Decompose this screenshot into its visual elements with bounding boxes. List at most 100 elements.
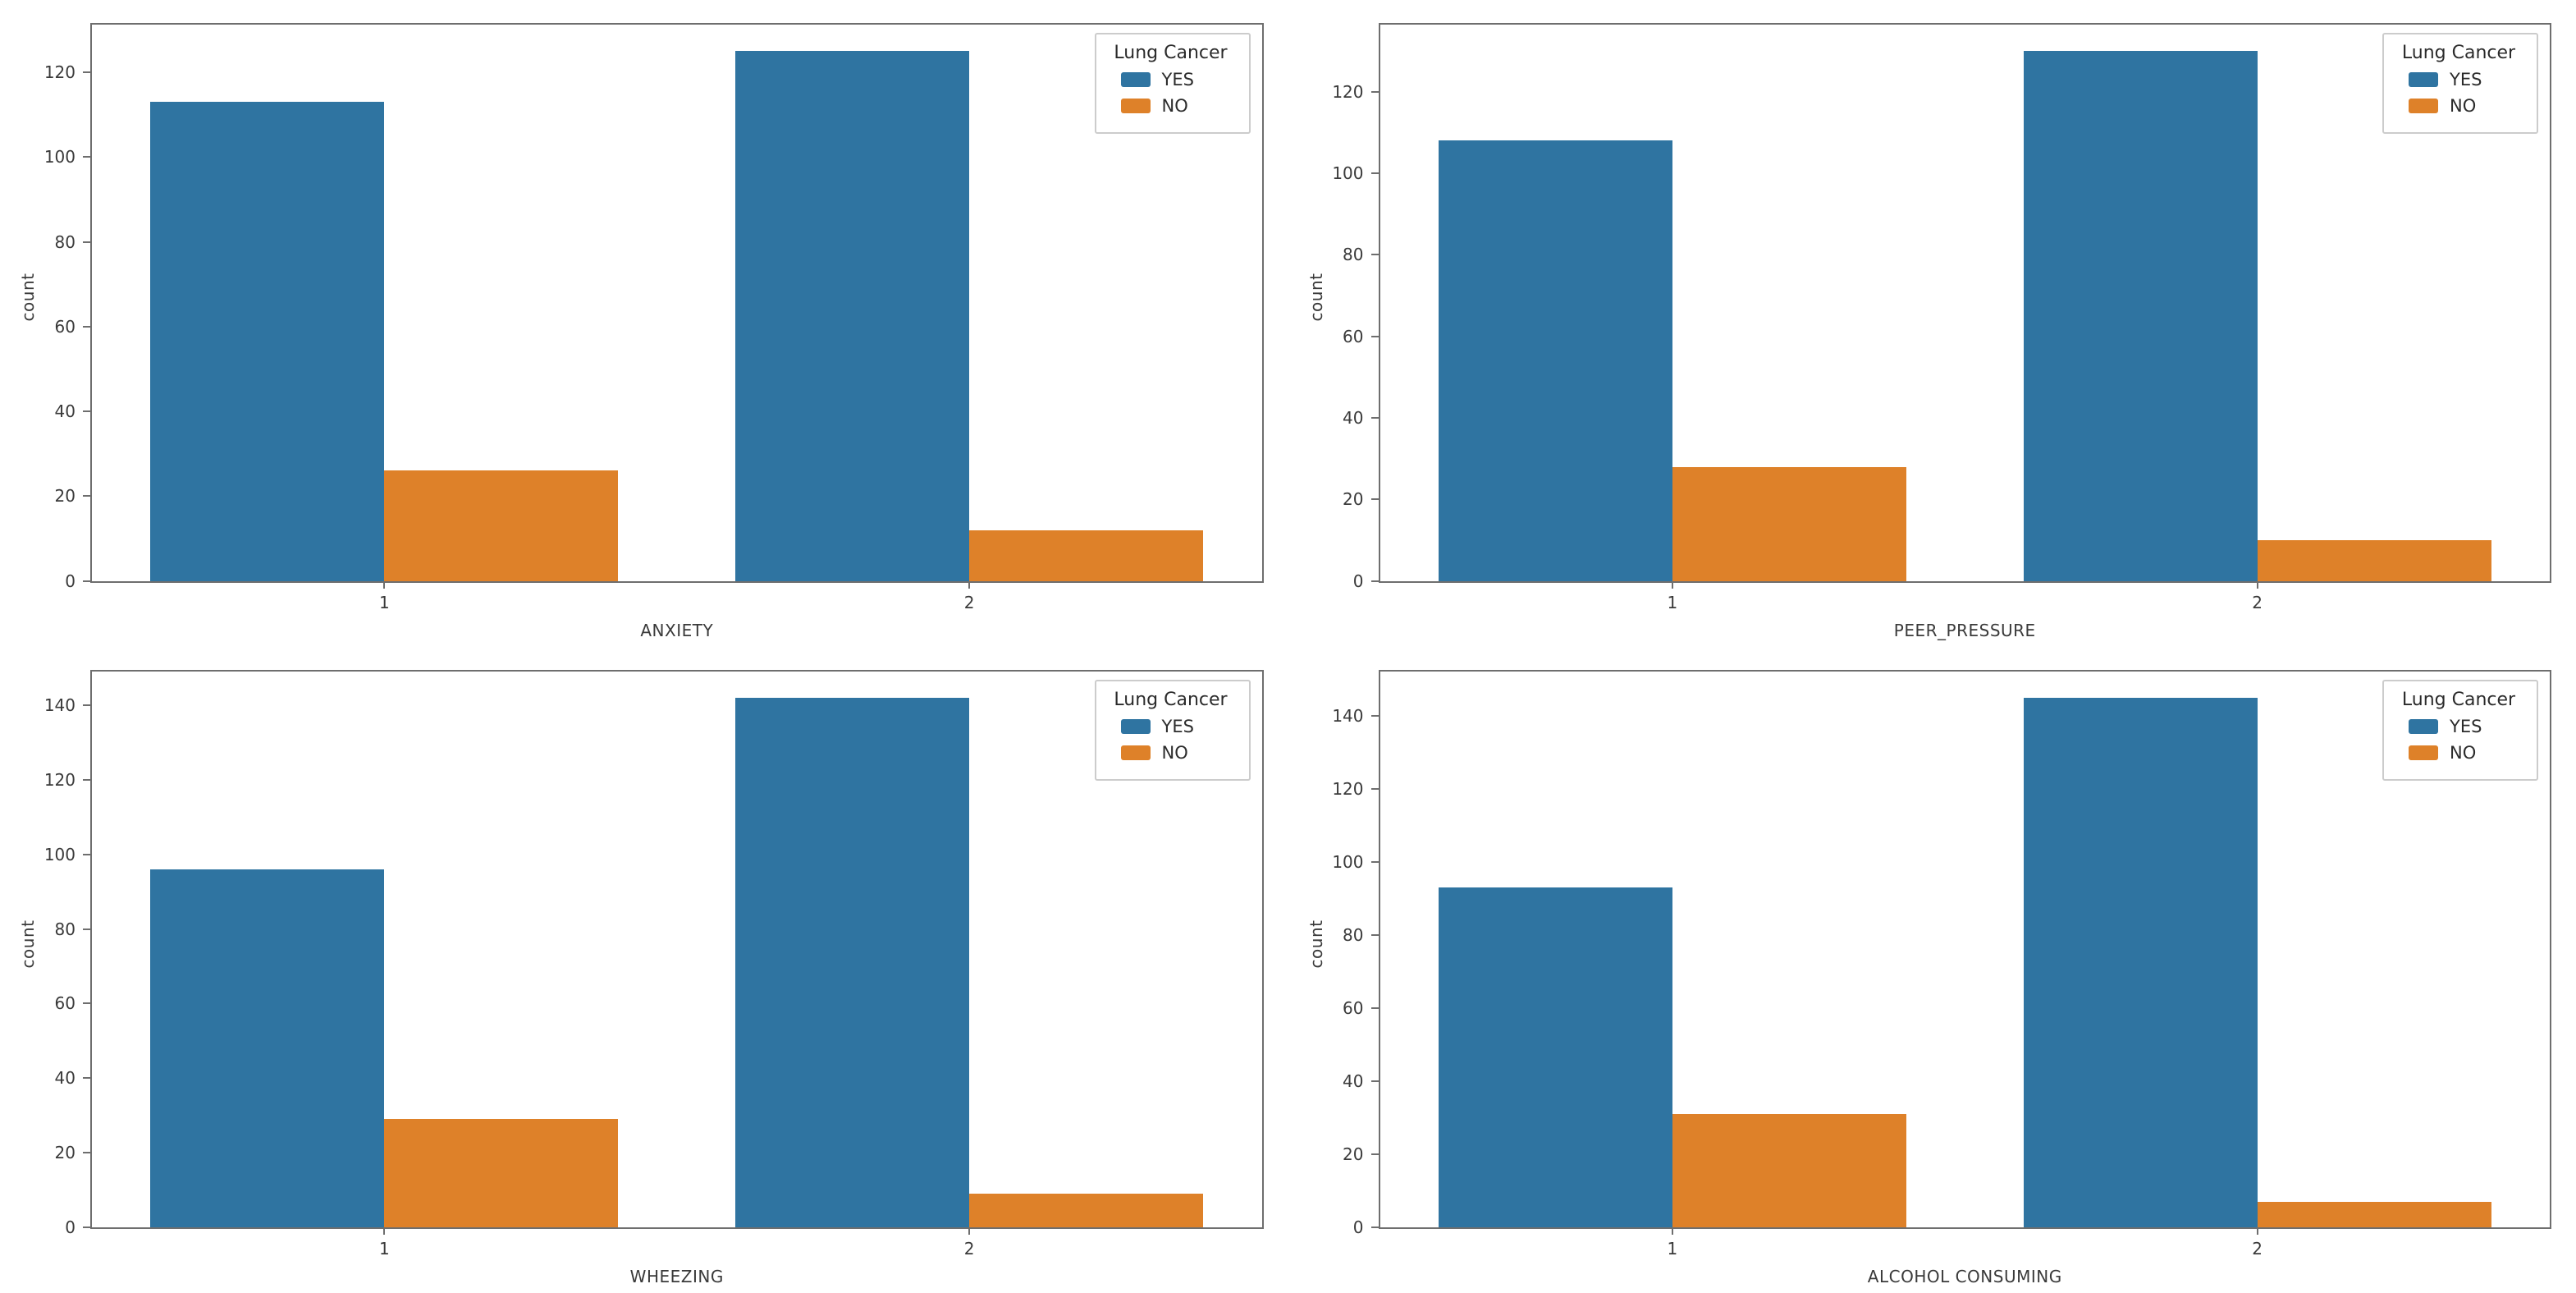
y-tick-mark xyxy=(1370,1080,1379,1083)
bar-no-x1 xyxy=(384,470,619,581)
x-tick-label: 1 xyxy=(379,1239,390,1259)
y-tick-mark xyxy=(1370,335,1379,337)
legend-title: Lung Cancer xyxy=(2401,43,2516,63)
y-axis-ticks: 0 20 40 60 80 100 120 xyxy=(1332,25,2551,590)
y-axis-ticks: 0 20 40 60 80 100 120 xyxy=(44,25,1262,590)
x-tick-mark xyxy=(2256,1227,2258,1235)
bar-no-x2 xyxy=(2257,1201,2491,1227)
y-axis-ticks: 0 20 40 60 80 100 120 140 xyxy=(1332,672,2551,1236)
y-axis-label: count xyxy=(1306,273,1326,322)
y-tick-mark xyxy=(83,580,90,582)
x-tick-label: 1 xyxy=(1667,1239,1678,1259)
bar-yes-x1 xyxy=(1438,140,1672,581)
y-tick-label: 60 xyxy=(54,993,75,1014)
y-tick-mark xyxy=(83,495,90,497)
legend-title: Lung Cancer xyxy=(2401,689,2516,710)
legend-entries: YES NO xyxy=(2397,70,2520,116)
y-tick-mark xyxy=(1370,90,1379,93)
legend-entry: YES xyxy=(2409,717,2520,736)
y-tick-label: 0 xyxy=(1352,571,1364,591)
y-tick-mark xyxy=(1370,1227,1379,1228)
y-tick-label: 100 xyxy=(1332,163,1364,184)
x-tick-mark xyxy=(1671,580,1673,589)
y-tick-label: 0 xyxy=(65,1217,75,1237)
bars-layer xyxy=(92,672,1262,1227)
y-tick-label: 60 xyxy=(1343,326,1364,346)
y-tick-label: 40 xyxy=(54,401,75,422)
legend-entry-label: NO xyxy=(1161,742,1188,763)
bar-no-x2 xyxy=(969,1194,1204,1227)
y-tick-label: 140 xyxy=(1332,706,1364,727)
y-tick-label: 20 xyxy=(1343,489,1364,510)
y-tick-mark xyxy=(1370,934,1379,937)
legend-swatch-icon xyxy=(1120,718,1151,734)
y-tick-label: 120 xyxy=(1332,81,1364,102)
y-tick-mark xyxy=(83,325,90,328)
y-tick-mark xyxy=(83,156,90,158)
legend-entry: NO xyxy=(2409,96,2520,116)
y-tick-label: 80 xyxy=(1343,925,1364,946)
y-tick-mark xyxy=(1370,172,1379,175)
y-tick-label: 100 xyxy=(1332,852,1364,873)
y-tick-mark xyxy=(1370,254,1379,256)
y-tick-mark xyxy=(83,1002,90,1005)
y-axis-label: count xyxy=(18,273,38,322)
y-tick-mark xyxy=(1370,1153,1379,1156)
y-axis-ticks: 0 20 40 60 80 100 120 140 xyxy=(44,672,1262,1236)
bar-yes-x2 xyxy=(735,51,970,581)
bar-yes-x1 xyxy=(150,869,385,1227)
bar-no-x2 xyxy=(969,530,1204,581)
y-tick-mark xyxy=(83,1152,90,1154)
bar-no-x1 xyxy=(1672,1114,1906,1227)
bars-layer xyxy=(92,25,1262,581)
bars-layer xyxy=(1380,672,2551,1227)
bars-layer xyxy=(1380,25,2551,581)
legend-entry-label: YES xyxy=(1161,716,1194,736)
x-tick-mark xyxy=(1671,1227,1673,1235)
x-tick-mark xyxy=(383,1227,386,1235)
y-tick-mark xyxy=(83,778,90,781)
x-axis-label: ANXIETY xyxy=(640,620,714,640)
x-tick-mark xyxy=(968,1227,971,1235)
legend-swatch-icon xyxy=(2409,72,2438,87)
y-tick-mark xyxy=(83,928,90,930)
legend-entry-label: NO xyxy=(1161,96,1188,116)
y-tick-mark xyxy=(83,1077,90,1080)
legend-swatch-icon xyxy=(1120,99,1151,113)
y-tick-label: 60 xyxy=(54,316,75,337)
legend-entries: YES NO xyxy=(1110,717,1233,763)
legend-swatch-icon xyxy=(1120,72,1151,87)
bar-yes-x1 xyxy=(150,102,385,581)
legend-entry-label: YES xyxy=(2450,70,2482,89)
legend-entry: NO xyxy=(1120,742,1233,763)
bar-yes-x2 xyxy=(2023,51,2258,581)
x-axis-label: PEER_PRESSURE xyxy=(1893,620,2036,640)
legend-entry-label: NO xyxy=(2450,96,2477,116)
legend-entry-label: NO xyxy=(2450,742,2477,763)
y-tick-label: 40 xyxy=(1343,1071,1364,1092)
x-tick-mark xyxy=(968,580,971,589)
y-tick-mark xyxy=(1370,580,1379,582)
y-tick-label: 140 xyxy=(43,695,75,715)
y-tick-label: 0 xyxy=(1352,1217,1364,1237)
y-tick-label: 80 xyxy=(54,919,75,939)
legend-entry: NO xyxy=(1120,96,1233,116)
y-tick-mark xyxy=(83,853,90,855)
x-tick-mark xyxy=(383,580,386,589)
legend-swatch-icon xyxy=(1120,745,1151,760)
x-tick-label: 2 xyxy=(2252,1239,2263,1259)
legend-entry: NO xyxy=(2409,743,2520,763)
x-axis-label: WHEEZING xyxy=(629,1267,724,1286)
x-tick-label: 2 xyxy=(2252,592,2263,612)
legend-entries: YES NO xyxy=(2397,717,2520,763)
y-tick-label: 120 xyxy=(1332,779,1364,800)
legend: Lung Cancer YES NO xyxy=(1094,679,1251,781)
y-tick-mark xyxy=(83,410,90,413)
y-tick-label: 120 xyxy=(43,62,75,83)
